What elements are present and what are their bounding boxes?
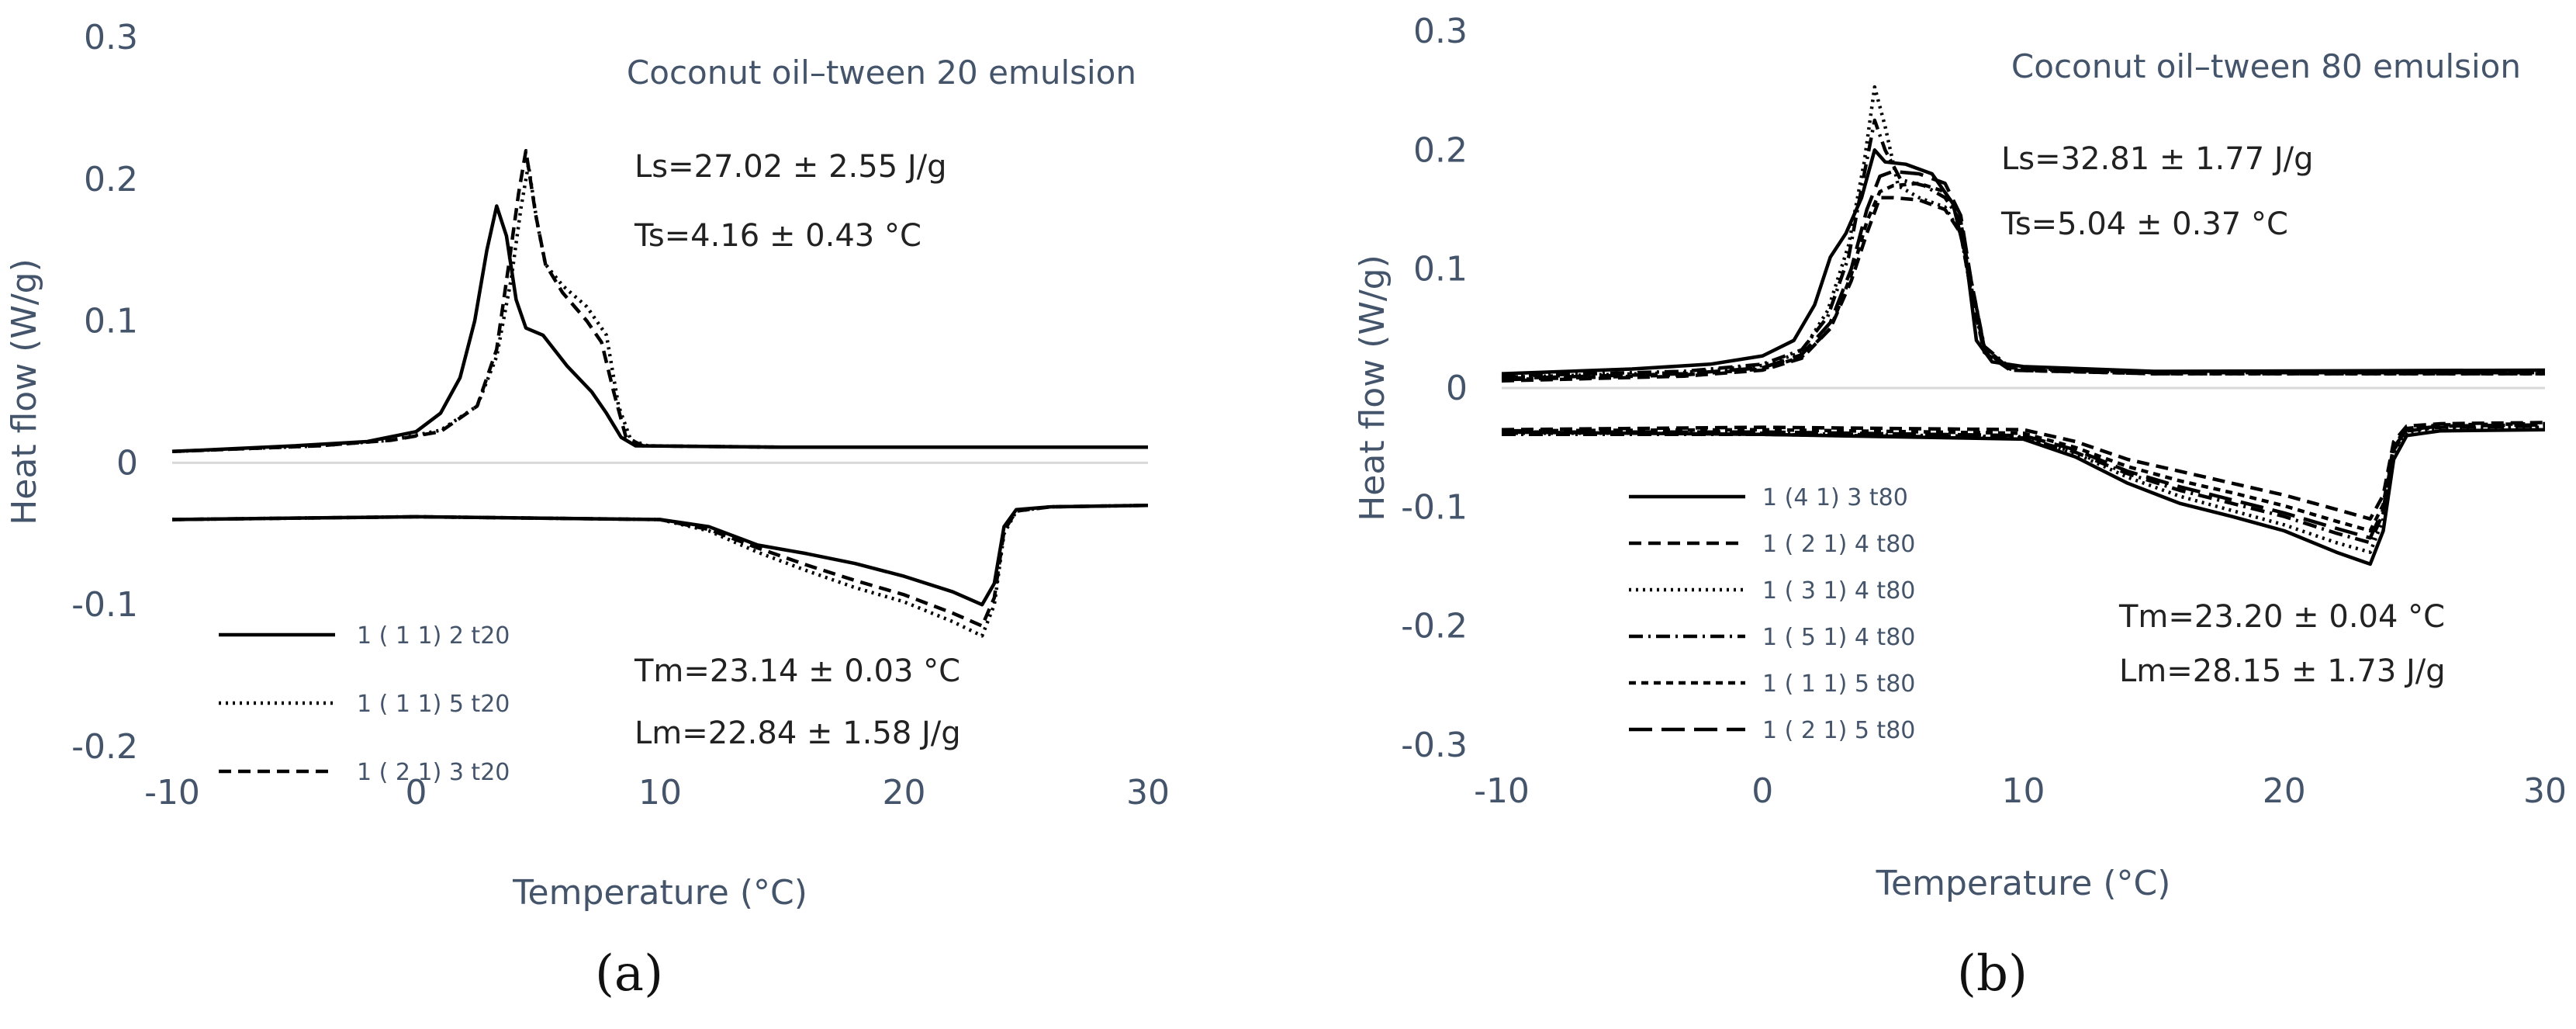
legend: 1 ( 1 1) 2 t20 1 ( 1 1) 5 t20 1 ( 2 1) 3 t… xyxy=(219,622,510,786)
legend-entry: 1 ( 1 1) 5 t80 xyxy=(1762,670,1915,698)
series-line-1-crystallization xyxy=(1501,148,2546,376)
y-tick-label: -0.3 xyxy=(1401,726,1468,765)
y-tick-label: 0 xyxy=(1446,369,1468,408)
y-tick-label: 0.3 xyxy=(84,18,138,57)
x-tick-label: 20 xyxy=(2263,771,2306,811)
series-line-6-crystallization xyxy=(1501,169,2545,380)
x-tick-label: 0 xyxy=(406,773,427,812)
series-line-3-crystallization xyxy=(171,148,1148,454)
y-tick-label: -0.1 xyxy=(1401,487,1468,527)
chart-b: -0.3 -0.2 -0.1 0 0.1 0.2 0.3 -10 0 10 20 30 Heat flo… xyxy=(1353,12,2567,1003)
x-tick-label: 0 xyxy=(1751,771,1773,811)
series-line-1-crystallization xyxy=(171,204,1148,454)
legend-entry: 1 ( 1 1) 2 t20 xyxy=(357,622,510,650)
legend-entry: 1 ( 1 1) 5 t20 xyxy=(357,691,510,718)
annotation: Ls=27.02 ± 2.55 J/g xyxy=(634,149,947,185)
annotation: Lm=22.84 ± 1.58 J/g xyxy=(634,715,961,751)
x-axis-label: Temperature (°C) xyxy=(1876,864,2171,903)
panel-label: (a) xyxy=(595,945,663,1003)
legend-entry: 1 (4 1) 3 t80 xyxy=(1762,484,1908,511)
x-tick-label: 30 xyxy=(1126,773,1170,812)
legend-entry: 1 ( 2 1) 4 t80 xyxy=(1762,531,1915,558)
series-line-4-crystallization xyxy=(1501,118,2545,378)
series-line-5-crystallization xyxy=(1501,182,2545,382)
x-tick-label: 30 xyxy=(2523,771,2567,811)
series-line-3-melting xyxy=(171,503,1149,628)
y-axis-label: Heat flow (W/g) xyxy=(1353,255,1392,521)
x-tick-label: 20 xyxy=(883,773,926,812)
legend: 1 (4 1) 3 t80 1 ( 2 1) 4 t80 1 ( 3 1) 4 t8… xyxy=(1629,484,1915,744)
x-tick-label: 10 xyxy=(2002,771,2045,811)
annotation: Tm=23.14 ± 0.03 °C xyxy=(634,653,960,689)
x-tick-label: 10 xyxy=(638,773,682,812)
series-line-2-melting xyxy=(171,503,1149,638)
y-tick-label: -0.2 xyxy=(1401,607,1468,646)
legend-entry: 1 ( 2 1) 3 t20 xyxy=(357,759,510,786)
annotation: Tm=23.20 ± 0.04 °C xyxy=(2118,599,2445,635)
y-tick-label: 0.3 xyxy=(1413,12,1468,51)
y-tick-label: -0.1 xyxy=(71,585,138,625)
chart-title: Coconut oil–tween 20 emulsion xyxy=(627,54,1136,92)
y-tick-label: 0.2 xyxy=(1413,130,1468,170)
legend-entry: 1 ( 2 1) 5 t80 xyxy=(1762,717,1915,744)
y-tick-label: 0.1 xyxy=(1413,250,1468,289)
x-axis-label: Temperature (°C) xyxy=(512,873,807,913)
annotation: Ls=32.81 ± 1.77 J/g xyxy=(2001,141,2314,177)
series-line-2-melting xyxy=(1501,421,2546,521)
y-tick-label: 0.1 xyxy=(84,302,138,341)
x-tick-label: -10 xyxy=(144,773,200,812)
series-line-6-melting xyxy=(1502,423,2546,540)
y-tick-label: -0.2 xyxy=(71,727,138,767)
panel-label: (b) xyxy=(1957,945,2028,1003)
series-line-3-melting xyxy=(1502,425,2546,554)
annotation: Ts=4.16 ± 0.43 °C xyxy=(634,218,921,254)
series-line-1-melting xyxy=(1501,428,2546,566)
y-tick-label: 0 xyxy=(116,443,138,483)
chart-a: -0.2 -0.1 0 0.1 0.2 0.3 -10 0 10 20 30 Heat flow (W… xyxy=(5,18,1170,1003)
legend-entry: 1 ( 3 1) 4 t80 xyxy=(1762,577,1915,605)
annotation: Ts=5.04 ± 0.37 °C xyxy=(2000,206,2288,242)
series-line-2-crystallization xyxy=(1501,196,2545,383)
legend-entry: 1 ( 5 1) 4 t80 xyxy=(1762,624,1915,651)
series-line-4-melting xyxy=(1502,424,2546,545)
annotation: Lm=28.15 ± 1.73 J/g xyxy=(2119,653,2446,689)
series-line-2-crystallization xyxy=(171,163,1148,454)
y-tick-label: 0.2 xyxy=(84,160,138,199)
chart-title: Coconut oil–tween 80 emulsion xyxy=(2011,47,2521,85)
x-tick-label: -10 xyxy=(1474,771,1530,811)
y-axis-label: Heat flow (W/g) xyxy=(5,258,44,525)
